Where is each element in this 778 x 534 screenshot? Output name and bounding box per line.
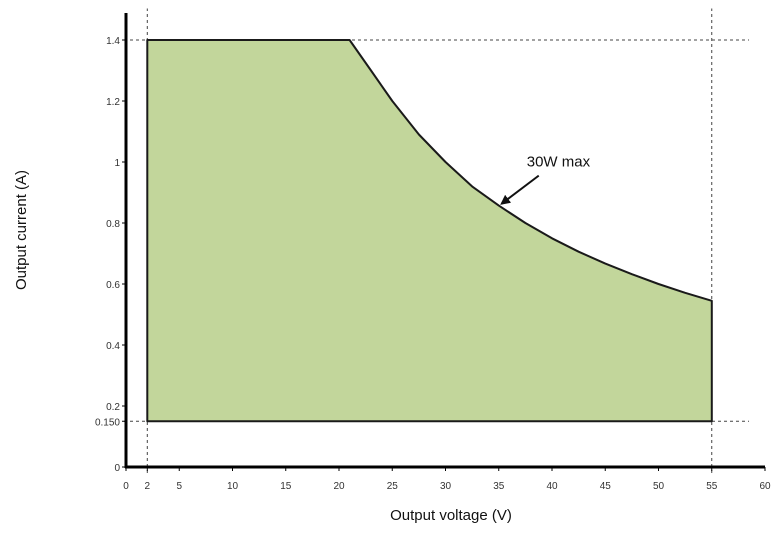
- x-tick-label: 45: [600, 481, 612, 492]
- y-tick-label: 0.4: [106, 341, 120, 352]
- y-tick-label: 0.8: [106, 219, 120, 230]
- annotation-arrow: [500, 174, 540, 205]
- x-tick-label: 2: [145, 481, 151, 492]
- x-tick-label: 30: [440, 481, 452, 492]
- x-tick-label: 60: [759, 481, 771, 492]
- y-tick-label: 1: [114, 158, 120, 169]
- x-tick-label: 0: [123, 481, 129, 492]
- area-layer: [146, 39, 713, 423]
- x-tick-label: 35: [493, 481, 505, 492]
- x-tick-label: 20: [333, 481, 345, 492]
- x-tick-label: 50: [653, 481, 665, 492]
- x-axis-label: Output voltage (V): [390, 507, 512, 524]
- y-tick-label: 0: [114, 463, 120, 474]
- y-tick-label: 0.6: [106, 280, 120, 291]
- x-tick-label: 5: [176, 481, 182, 492]
- annotations: 30W max: [500, 154, 591, 205]
- y-tick-label: 0.150: [95, 417, 120, 428]
- y-tick-labels: 0 0.150 0.2 0.4 0.6 0.8 1 1.2 1.4: [95, 36, 126, 474]
- y-tick-label: 1.4: [106, 36, 120, 47]
- y-tick-label: 0.2: [106, 402, 120, 413]
- x-tick-label: 15: [280, 481, 292, 492]
- annotation-label: 30W max: [527, 154, 591, 171]
- x-tick-label: 25: [387, 481, 399, 492]
- y-tick-label: 1.2: [106, 97, 120, 108]
- x-tick-label: 40: [546, 481, 558, 492]
- y-axis-label: Output current (A): [13, 170, 30, 290]
- operating-region-area: [146, 39, 713, 423]
- x-tick-label: 55: [706, 481, 718, 492]
- x-tick-labels: 0 2 5 10 15 20 25 30 35 40 45 50 55 60: [123, 467, 771, 492]
- x-tick-label: 10: [227, 481, 239, 492]
